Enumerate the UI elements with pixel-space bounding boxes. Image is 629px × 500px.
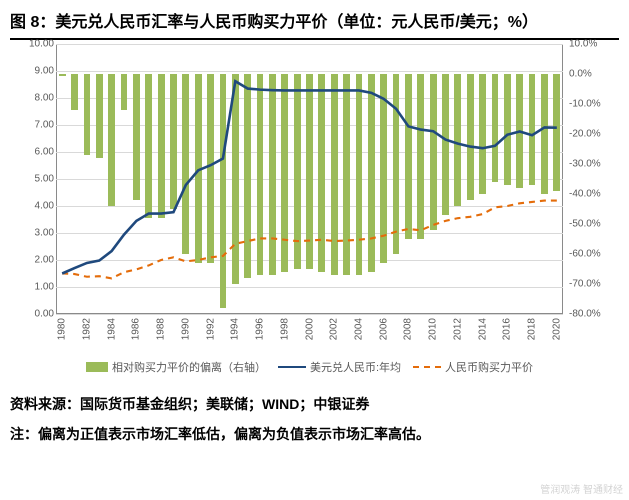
xtick: 2012 bbox=[452, 318, 463, 340]
ytick-left: 3.00 bbox=[14, 228, 54, 239]
legend: 相对购买力平价的偏离（右轴） 美元兑人民币:年均 人民币购买力平价 bbox=[56, 350, 563, 384]
ytick-right: -20.0% bbox=[565, 129, 615, 140]
xtick: 2014 bbox=[477, 318, 488, 340]
xtick: 2006 bbox=[378, 318, 389, 340]
ytick-left: 9.00 bbox=[14, 66, 54, 77]
ytick-right: 0.0% bbox=[565, 69, 615, 80]
chart-title: 图 8：美元兑人民币汇率与人民币购买力平价（单位：元人民币/美元；%） bbox=[0, 0, 629, 38]
xtick: 1980 bbox=[57, 318, 68, 340]
legend-label-ppp: 人民币购买力平价 bbox=[445, 359, 533, 375]
xtick: 2016 bbox=[502, 318, 513, 340]
xtick: 1998 bbox=[279, 318, 290, 340]
xtick: 1990 bbox=[180, 318, 191, 340]
ytick-left: 5.00 bbox=[14, 174, 54, 185]
ytick-left: 6.00 bbox=[14, 147, 54, 158]
legend-label-bars: 相对购买力平价的偏离（右轴） bbox=[112, 359, 266, 375]
ytick-right: -30.0% bbox=[565, 159, 615, 170]
ytick-left: 7.00 bbox=[14, 120, 54, 131]
xtick: 2004 bbox=[353, 318, 364, 340]
xtick: 1996 bbox=[255, 318, 266, 340]
chart: 0.00 1.00 2.00 3.00 4.00 5.00 6.00 7.00 8.00 9.00… bbox=[10, 44, 619, 384]
legend-item-usd: 美元兑人民币:年均 bbox=[278, 359, 401, 375]
series-line bbox=[62, 81, 557, 273]
legend-label-usd: 美元兑人民币:年均 bbox=[310, 359, 401, 375]
xtick: 1982 bbox=[81, 318, 92, 340]
dash-swatch-icon bbox=[413, 366, 441, 368]
series-line bbox=[62, 201, 557, 279]
xtick: 2002 bbox=[329, 318, 340, 340]
line-swatch-icon bbox=[278, 366, 306, 368]
xtick: 2010 bbox=[428, 318, 439, 340]
xtick: 1992 bbox=[205, 318, 216, 340]
xtick: 1988 bbox=[156, 318, 167, 340]
xtick: 1984 bbox=[106, 318, 117, 340]
xtick: 2018 bbox=[527, 318, 538, 340]
xtick: 2008 bbox=[403, 318, 414, 340]
ytick-right: -10.0% bbox=[565, 99, 615, 110]
ytick-right: -50.0% bbox=[565, 219, 615, 230]
plot-area bbox=[56, 44, 563, 314]
ytick-right: -40.0% bbox=[565, 189, 615, 200]
ytick-left: 8.00 bbox=[14, 93, 54, 104]
ytick-right: -70.0% bbox=[565, 279, 615, 290]
ytick-left: 1.00 bbox=[14, 282, 54, 293]
ytick-left: 10.00 bbox=[14, 39, 54, 50]
note-line: 注：偏离为正值表示市场汇率低估，偏离为负值表示市场汇率高估。 bbox=[0, 414, 629, 444]
ytick-left: 4.00 bbox=[14, 201, 54, 212]
ytick-left: 0.00 bbox=[14, 309, 54, 320]
ytick-right: -80.0% bbox=[565, 309, 615, 320]
source-line: 资料来源：国际货币基金组织；美联储；WIND；中银证券 bbox=[0, 384, 629, 414]
ytick-left: 2.00 bbox=[14, 255, 54, 266]
ytick-right: 10.0% bbox=[565, 39, 615, 50]
xtick: 2020 bbox=[551, 318, 562, 340]
legend-item-bars: 相对购买力平价的偏离（右轴） bbox=[86, 359, 266, 375]
xtick: 1994 bbox=[230, 318, 241, 340]
title-underline bbox=[10, 38, 619, 40]
ytick-right: -60.0% bbox=[565, 249, 615, 260]
xtick: 1986 bbox=[131, 318, 142, 340]
bar-swatch-icon bbox=[86, 362, 108, 372]
legend-item-ppp: 人民币购买力平价 bbox=[413, 359, 533, 375]
line-layer bbox=[56, 44, 563, 314]
watermark: 管润观涛 智通财经 bbox=[540, 481, 623, 496]
xtick: 2000 bbox=[304, 318, 315, 340]
